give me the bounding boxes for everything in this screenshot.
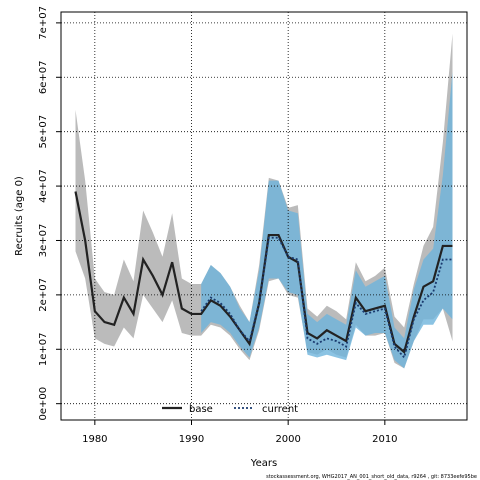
y-tick-label: 7e+07 xyxy=(38,6,49,40)
line-current xyxy=(200,236,453,360)
y-tick-label: 3e+07 xyxy=(38,224,49,258)
footer-caption: stockassessment.org, WHG2017_AN_001_shor… xyxy=(266,474,477,480)
x-axis: 1980 1990 2000 2010 xyxy=(82,420,398,445)
legend: base current xyxy=(162,404,298,415)
y-tick-label: 0e+00 xyxy=(38,387,49,421)
y-tick-label: 4e+07 xyxy=(38,169,49,203)
plot-frame xyxy=(60,11,468,421)
band-base xyxy=(75,33,453,369)
y-tick-label: 6e+07 xyxy=(38,60,49,94)
x-tick-label: 2010 xyxy=(372,434,397,445)
x-tick-label: 2000 xyxy=(275,434,300,445)
y-axis-label: Recruits (age 0) xyxy=(14,176,25,256)
x-tick-label: 1990 xyxy=(179,434,204,445)
legend-label-current: current xyxy=(262,404,298,415)
x-axis-label: Years xyxy=(250,458,277,469)
band-current xyxy=(201,71,453,369)
y-tick-label: 5e+07 xyxy=(38,115,49,149)
y-axis: 0e+00 1e+07 2e+07 3e+07 4e+07 5e+07 6e+07 7e+07 xyxy=(38,6,61,420)
grid-lines xyxy=(61,12,467,420)
legend-label-base: base xyxy=(189,404,213,415)
y-tick-label: 2e+07 xyxy=(38,278,49,312)
x-tick-label: 1980 xyxy=(82,434,107,445)
series-lines xyxy=(74,191,453,360)
y-tick-label: 1e+07 xyxy=(38,332,49,366)
confidence-bands xyxy=(75,33,453,369)
